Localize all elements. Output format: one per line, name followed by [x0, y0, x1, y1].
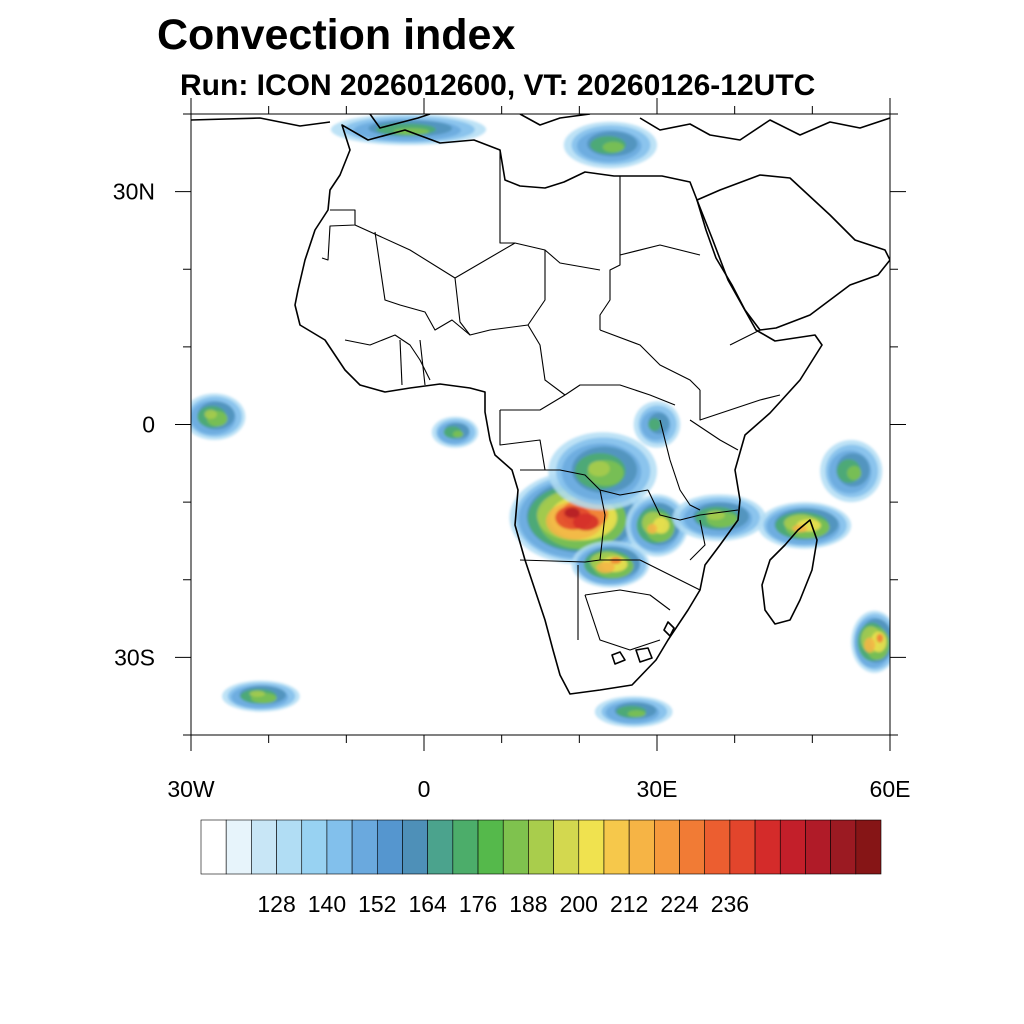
convection-cell: [851, 610, 890, 673]
lon-label: 30W: [167, 776, 215, 802]
colorbar-swatch: [502, 819, 529, 875]
map-title: Convection index: [157, 11, 516, 59]
colorbar-swatch: [578, 819, 605, 875]
colorbar-swatch: [477, 819, 504, 875]
convection-contour: [602, 141, 625, 153]
colorbar-swatch: [603, 819, 630, 875]
lon-label: 30E: [637, 776, 678, 802]
country-borders: [321, 150, 781, 651]
colorbar-label: 236: [711, 891, 749, 917]
convection-cell: [330, 114, 487, 146]
lon-label: 60E: [870, 776, 911, 802]
convection-cell: [633, 401, 681, 448]
convection-contour: [627, 710, 646, 718]
convection-cell: [571, 540, 650, 588]
convection-contour: [647, 523, 658, 534]
colorbar-label: 200: [560, 891, 598, 917]
map-frame: [190, 113, 891, 736]
convection-contour: [864, 637, 876, 653]
colorbar-swatch: [276, 819, 303, 875]
colorbar-swatch: [729, 819, 756, 875]
colorbar-swatch: [628, 819, 655, 875]
convection-contour: [596, 561, 615, 573]
convection-cell: [563, 121, 658, 169]
convection-field: [191, 114, 890, 728]
colorbar-label: 176: [459, 891, 497, 917]
convection-contour: [846, 465, 862, 481]
convection-contour: [393, 127, 430, 136]
colorbar-label: 152: [358, 891, 396, 917]
colorbar-label: 212: [610, 891, 648, 917]
convection-contour: [706, 510, 725, 520]
convection-contour: [876, 633, 884, 643]
colorbar-swatch: [704, 819, 731, 875]
convection-contour: [452, 430, 464, 438]
colorbar-swatch: [779, 819, 806, 875]
colorbar-swatch: [754, 819, 781, 875]
colorbar-swatch: [225, 819, 252, 875]
convection-contour: [564, 507, 580, 519]
convection-cell: [222, 680, 300, 712]
colorbar-swatch: [679, 819, 706, 875]
convection-contour: [249, 690, 266, 697]
colorbar-swatch: [553, 819, 580, 875]
lat-label: 30S: [114, 644, 155, 670]
convection-cell: [672, 494, 766, 541]
convection-contour: [653, 517, 670, 534]
colorbar-swatch: [427, 819, 454, 875]
convection-contour: [572, 513, 599, 531]
colorbar-label: 128: [257, 891, 295, 917]
colorbar: 128 140 152 164 176 188 200 212 224 236: [200, 819, 882, 917]
colorbar-swatch: [376, 819, 403, 875]
colorbar-swatch: [452, 819, 479, 875]
convection-cell: [431, 416, 479, 448]
colorbar-swatch: [251, 819, 277, 875]
colorbar-label: 224: [660, 891, 699, 917]
colorbar-label: 188: [509, 891, 547, 917]
axis-ticks: [175, 98, 906, 751]
colorbar-swatch: [855, 819, 882, 875]
coastlines: [191, 114, 890, 695]
convection-cell: [548, 432, 658, 510]
colorbar-swatch: [528, 819, 554, 875]
convection-contour: [588, 460, 610, 477]
convection-cell: [594, 696, 673, 728]
colorbar-label: 164: [408, 891, 447, 917]
convection-contour: [648, 418, 661, 431]
colorbar-swatch: [402, 819, 428, 875]
convection-contour: [204, 409, 217, 419]
colorbar-label: 140: [308, 891, 346, 917]
convection-cell: [820, 440, 883, 503]
colorbar-swatch: [301, 819, 328, 875]
colorbar-swatch: [805, 819, 831, 875]
map-subtitle: Run: ICON 2026012600, VT: 20260126-12UTC: [180, 69, 816, 102]
convection-cell: [625, 494, 689, 557]
colorbar-swatch: [326, 819, 353, 875]
axis-labels: 30N 0 30S 30W 0 30E 60E: [113, 179, 911, 802]
colorbar-swatch: [200, 819, 227, 875]
lon-label: 0: [418, 776, 431, 802]
colorbar-swatch: [654, 819, 680, 875]
colorbar-swatch: [351, 819, 378, 875]
convection-cell: [191, 393, 246, 441]
colorbar-swatch: [830, 819, 857, 875]
lat-label: 0: [142, 412, 155, 438]
convection-contour: [610, 557, 622, 564]
lat-label: 30N: [113, 179, 155, 205]
